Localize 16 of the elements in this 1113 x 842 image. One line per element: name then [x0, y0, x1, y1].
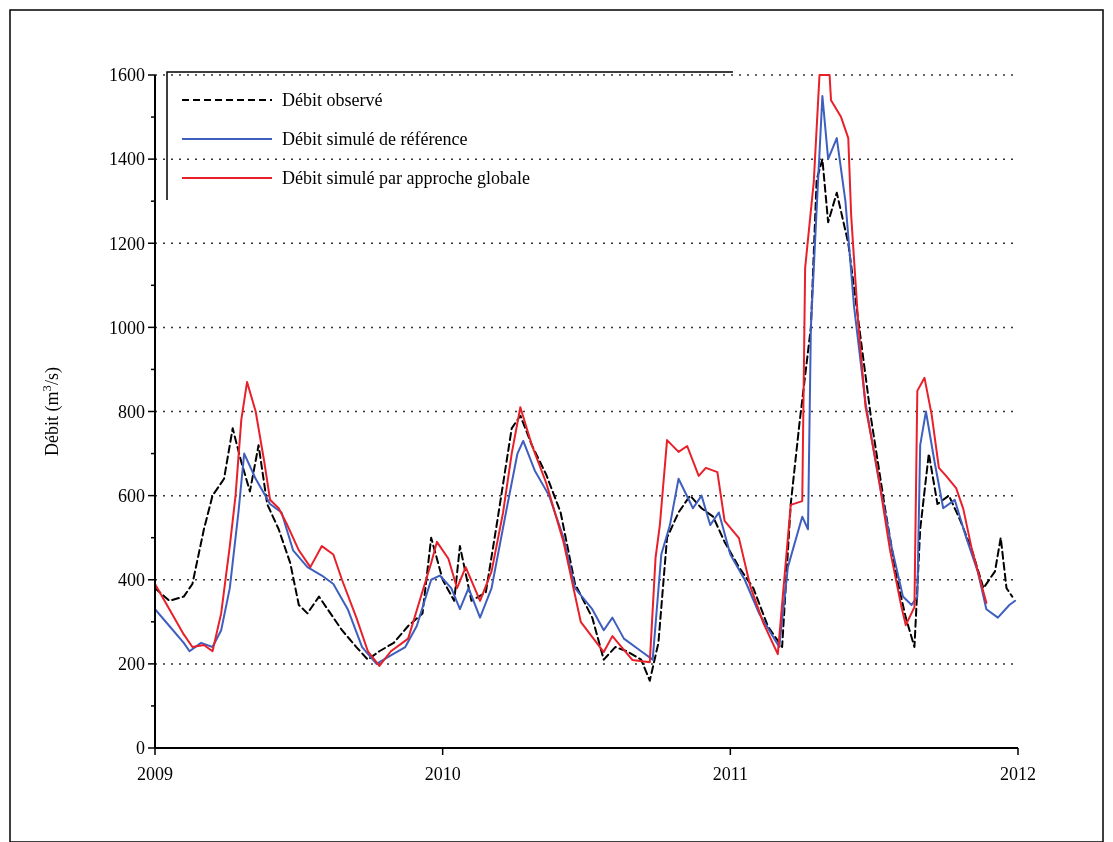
y-tick-label: 1200 [109, 233, 145, 254]
x-tick-label: 2009 [137, 764, 173, 784]
y-tick-label: 1000 [109, 317, 145, 338]
legend-label: Débit observé [282, 90, 383, 111]
y-tick-label: 1400 [109, 149, 145, 170]
x-tick-label: 2011 [712, 764, 749, 784]
y-tick-label: 800 [118, 401, 145, 422]
y-tick-label: 400 [118, 570, 145, 591]
y-tick-label: 1600 [109, 65, 145, 86]
x-tick-label: 2012 [1000, 764, 1036, 784]
legend-label: Débit simulé par approche globale [282, 168, 530, 189]
legend-label: Débit simulé de référence [282, 129, 468, 150]
y-tick-label: 600 [118, 485, 145, 506]
y-tick-label: 200 [118, 654, 145, 675]
x-tick-label: 2010 [424, 764, 461, 784]
y-tick-label: 0 [136, 738, 145, 759]
